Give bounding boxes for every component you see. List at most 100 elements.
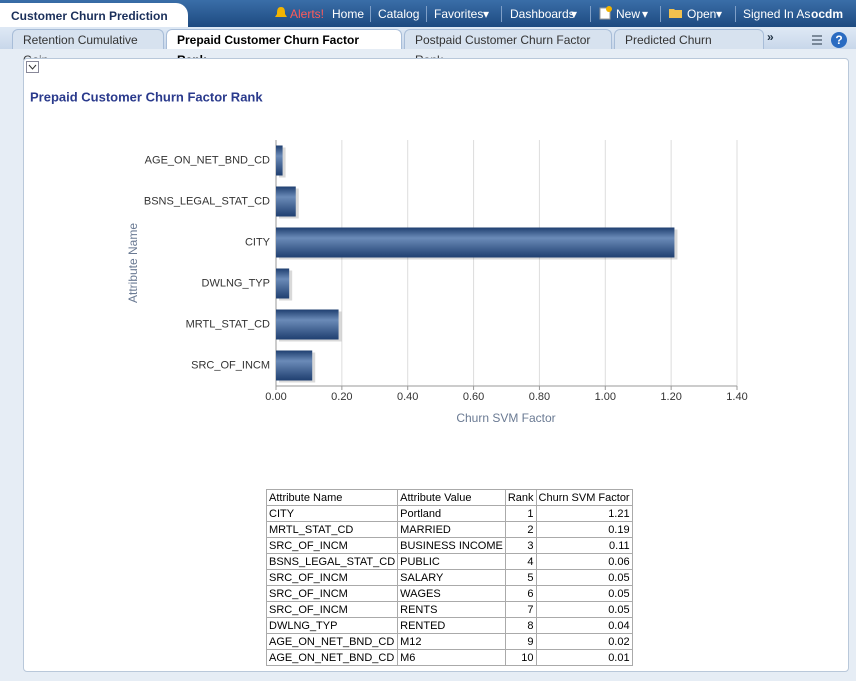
table-cell: 0.05 (535, 601, 633, 618)
signed-in-label: Signed In As (743, 7, 811, 21)
dropdown-arrow: ▾ (483, 7, 490, 21)
dropdown-arrow: ▾ (571, 7, 578, 21)
chart-title: Prepaid Customer Churn Factor Rank (30, 89, 263, 104)
x-tick-label: 0.20 (331, 391, 352, 403)
table-row: AGE_ON_NET_BND_CD M12 9 0.02 (265, 633, 633, 650)
table-row: SRC_OF_INCM BUSINESS INCOME 3 0.11 (265, 537, 633, 554)
x-tick-label: 0.00 (265, 391, 286, 403)
dropdown-arrow: ▾ (642, 7, 649, 21)
table-cell: MARRIED (397, 521, 506, 538)
table-cell: Rank (504, 489, 537, 506)
separator (426, 6, 427, 22)
table-cell: DWLNG_TYP (265, 617, 399, 634)
y-tick-label: AGE_ON_NET_BND_CD (145, 154, 270, 166)
table-cell: 0.01 (535, 649, 633, 666)
table-cell: 0.04 (535, 617, 633, 634)
table-cell: SRC_OF_INCM (265, 601, 399, 618)
table-cell: SRC_OF_INCM (265, 569, 399, 586)
dropdown-arrow: ▾ (716, 7, 723, 21)
table-cell: RENTS (397, 601, 506, 618)
y-tick-label: CITY (245, 236, 271, 248)
table-cell: 9 (504, 633, 537, 650)
table-cell: 1 (504, 505, 537, 522)
table-cell: RENTED (397, 617, 506, 634)
x-tick-label: 1.20 (660, 391, 681, 403)
table-cell: 0.05 (535, 569, 633, 586)
table-cell: SRC_OF_INCM (265, 537, 399, 554)
table-cell: WAGES (397, 585, 506, 602)
table-cell: 3 (504, 537, 537, 554)
table-row: MRTL_STAT_CD MARRIED 2 0.19 (265, 521, 633, 538)
table-cell: 0.06 (535, 553, 633, 570)
table-cell: 0.02 (535, 633, 633, 650)
new-menu[interactable]: New (616, 7, 641, 21)
table-cell: 2 (504, 521, 537, 538)
header-bar: Customer Churn Prediction Alerts! Home C… (0, 0, 856, 27)
open-menu[interactable]: Open (687, 7, 717, 21)
chart: Prepaid Customer Churn Factor Rank Attri… (30, 89, 748, 425)
x-tick-label: 1.40 (726, 391, 747, 403)
user-menu[interactable]: ocdm (811, 7, 844, 21)
bar (276, 227, 675, 258)
dashboards-menu[interactable]: Dashboards (510, 7, 575, 21)
y-tick-label: SRC_OF_INCM (191, 359, 270, 371)
table-row: CITY Portland 1 1.21 (265, 505, 633, 522)
table-row: BSNS_LEGAL_STAT_CD PUBLIC 4 0.06 (265, 553, 633, 570)
table-cell: BUSINESS INCOME (397, 537, 506, 554)
table-cell: M6 (397, 649, 506, 666)
page-options[interactable]: ? (810, 31, 850, 49)
bar (276, 268, 290, 299)
open-icon (669, 9, 682, 18)
table-row: SRC_OF_INCM SALARY 5 0.05 (265, 569, 633, 586)
table-cell: M12 (397, 633, 506, 650)
table-cell: CITY (265, 505, 399, 522)
table-cell: PUBLIC (397, 553, 506, 570)
table-cell: 10 (504, 649, 537, 666)
x-tick-label: 1.00 (595, 391, 616, 403)
table-cell: Attribute Value (397, 489, 506, 506)
home-link[interactable]: Home (332, 7, 365, 21)
x-axis-title: Churn SVM Factor (456, 411, 555, 425)
table-cell: 6 (504, 585, 537, 602)
app-title: Customer Churn Prediction (0, 3, 188, 27)
separator (501, 6, 502, 22)
table-cell: 0.05 (535, 585, 633, 602)
alerts-link[interactable]: Alerts! (290, 7, 325, 21)
new-icon (599, 6, 612, 20)
tab[interactable]: Predicted Churn Customer R (614, 29, 764, 49)
separator (590, 6, 591, 22)
collapse-button[interactable] (26, 61, 39, 73)
table-cell: SALARY (397, 569, 506, 586)
alert-icon (275, 7, 287, 17)
table-cell: AGE_ON_NET_BND_CD (265, 633, 399, 650)
data-table: Attribute Name Attribute Value Rank Churn S… (265, 489, 633, 666)
bar (276, 350, 313, 381)
table-row: DWLNG_TYP RENTED 8 0.04 (265, 617, 633, 634)
x-tick-label: 0.40 (397, 391, 418, 403)
x-tick-label: 0.60 (463, 391, 484, 403)
table-cell: Portland (397, 505, 506, 522)
table-cell: 8 (504, 617, 537, 634)
table-cell: 5 (504, 569, 537, 586)
table-cell: MRTL_STAT_CD (265, 521, 399, 538)
table-row: SRC_OF_INCM WAGES 6 0.05 (265, 585, 633, 602)
bar (276, 145, 283, 176)
table-cell: 1.21 (535, 505, 633, 522)
y-axis-title: Attribute Name (126, 223, 140, 303)
favorites-menu[interactable]: Favorites (434, 7, 484, 21)
more-tabs[interactable]: » (767, 30, 774, 44)
table-cell: BSNS_LEGAL_STAT_CD (265, 553, 399, 570)
separator (660, 6, 661, 22)
table-row: SRC_OF_INCM RENTS 7 0.05 (265, 601, 633, 618)
table-cell: 0.11 (535, 537, 633, 554)
separator (735, 6, 736, 22)
bar (276, 186, 296, 217)
table-cell: 4 (504, 553, 537, 570)
table-cell: SRC_OF_INCM (265, 585, 399, 602)
catalog-link[interactable]: Catalog (378, 7, 420, 21)
tab[interactable]: Postpaid Customer Churn Factor Rank (404, 29, 612, 67)
table-cell: Churn SVM Factor (535, 489, 633, 506)
table-header: Attribute Name Attribute Value Rank Churn S… (265, 489, 633, 506)
table-cell: 7 (504, 601, 537, 618)
y-tick-label: BSNS_LEGAL_STAT_CD (144, 195, 270, 207)
